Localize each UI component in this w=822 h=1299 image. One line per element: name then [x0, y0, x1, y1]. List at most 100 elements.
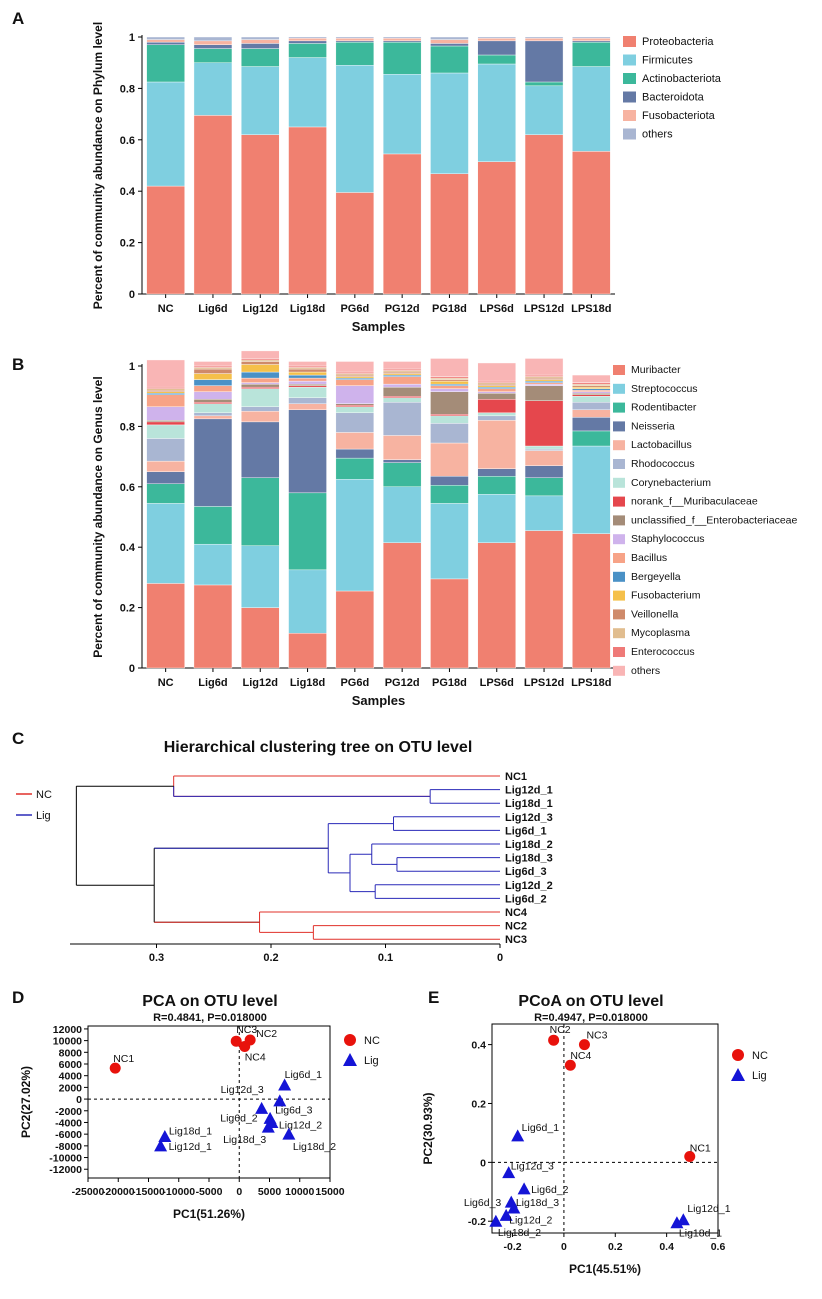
- bar-segment-bacteroidota-lig6d: [193, 44, 233, 49]
- bar-segment-others-pg12d: [382, 361, 422, 370]
- bar-segment-others-pg18d: [430, 358, 469, 377]
- point-lig18d-2: [489, 1214, 503, 1227]
- dendrogram-x-tick-label: 0.1: [378, 952, 393, 964]
- legend-label-corynebacterium: Corynebacterium: [631, 477, 711, 489]
- bar-segment-fusobacteriota-pg6d: [335, 38, 375, 42]
- x-tick-label: -10000: [162, 1186, 195, 1198]
- legend-label-mycoplasma: Mycoplasma: [631, 627, 690, 639]
- x-tick-label: 5000: [258, 1186, 282, 1198]
- point-nc4: [564, 1059, 576, 1071]
- bar-segment-firmicutes-nc: [146, 81, 185, 187]
- legend-label-bacillus: Bacillus: [631, 552, 667, 564]
- bar-segment-others-lps6d: [477, 36, 516, 39]
- bar-segment-bacteroidota-lig12d: [241, 43, 280, 49]
- bar-segment-mycoplasma-pg12d: [382, 370, 422, 373]
- bar-segment-enterococcus-lig6d: [193, 365, 233, 368]
- bar-segment-actinobacteriota-lps12d: [524, 81, 564, 87]
- bar-segment-streptococcus-pg12d: [382, 486, 422, 543]
- bar-segment-bacteroidota-lps12d: [524, 40, 564, 83]
- x-tick-label: LPS6d: [480, 677, 514, 689]
- point-label-lig18d-3: Lig18d_3: [223, 1134, 266, 1146]
- x-tick-label: Lig6d: [198, 303, 227, 315]
- bar-segment-unclassified-f-enterobacteriaceae-nc: [146, 420, 185, 423]
- point-label-nc2: NC2: [550, 1024, 571, 1036]
- bar-segment-fusobacteriota-lps12d: [524, 38, 564, 42]
- bar-segment-unclassified-f-enterobacteriaceae-pg6d: [335, 403, 375, 406]
- bar-segment-firmicutes-lig6d: [193, 62, 233, 116]
- bar-segment-streptococcus-lps18d: [572, 445, 611, 534]
- bar-segment-enterococcus-nc: [146, 386, 185, 389]
- bar-segment-muribacter-lig18d: [288, 633, 327, 669]
- panel-label-a: A: [12, 9, 24, 28]
- y-tick-label: 0.6: [120, 482, 135, 494]
- legend-label-nc: NC: [752, 1050, 768, 1062]
- bar-segment-corynebacterium-lps18d: [572, 396, 611, 403]
- bar-segment-lactobacillus-pg6d: [335, 432, 375, 450]
- x-tick-label: LPS18d: [571, 677, 611, 689]
- bar-segment-rodentibacter-pg18d: [430, 485, 469, 504]
- bar-segment-fusobacteriota-lig18d: [288, 38, 327, 42]
- y-tick-label: -0.2: [468, 1216, 486, 1228]
- bar-segment-bergeyella-pg6d: [335, 377, 375, 380]
- legend-label-rodentibacter: Rodentibacter: [631, 402, 697, 414]
- legend-swatch-proteobacteria: [623, 36, 636, 47]
- bar-segment-staphylococcus-lps18d: [572, 391, 611, 394]
- plot-subtitle: R=0.4947, P=0.018000: [534, 1012, 648, 1024]
- legend-label-proteobacteria: Proteobacteria: [642, 36, 714, 48]
- bar-segment-enterococcus-lig18d: [288, 365, 327, 368]
- bar-segment-neisseria-nc: [146, 471, 185, 484]
- bar-segment-mycoplasma-pg18d: [430, 377, 469, 380]
- bar-segment-fusobacterium-lig6d: [193, 373, 233, 380]
- bar-segment-bergeyella-lig18d: [288, 374, 327, 379]
- point-lig6d-2: [255, 1101, 269, 1114]
- point-lig18d-3: [261, 1120, 275, 1133]
- point-label-lig12d-2: Lig12d_2: [279, 1119, 322, 1131]
- bar-segment-lactobacillus-nc: [146, 460, 185, 472]
- x-tick-label: 0: [561, 1241, 567, 1253]
- bar-segment-fusobacteriota-lps18d: [572, 38, 611, 42]
- y-tick-label: -2000: [55, 1106, 82, 1118]
- point-label-lig18d-2: Lig18d_2: [293, 1141, 336, 1153]
- legend-label-neisseria: Neisseria: [631, 420, 675, 432]
- point-label-lig6d-1: Lig6d_1: [285, 1069, 323, 1081]
- bar-segment-firmicutes-lps6d: [477, 63, 516, 162]
- bar-segment-mycoplasma-lig18d: [288, 367, 327, 370]
- bar-segment-veillonella-lps18d: [572, 385, 611, 388]
- leaf-label-nc4: NC4: [505, 907, 528, 919]
- bar-segment-bergeyella-pg12d: [382, 374, 422, 377]
- bar-segment-mycoplasma-lps12d: [524, 376, 564, 379]
- bar-segment-firmicutes-lps12d: [524, 85, 564, 135]
- legend-swatch-rhodococcus: [613, 459, 625, 469]
- x-tick-label: PG18d: [432, 303, 467, 315]
- legend-label-lig: Lig: [752, 1070, 767, 1082]
- legend-swatch-streptococcus: [613, 383, 625, 394]
- x-tick-label: PG12d: [385, 677, 420, 689]
- x-tick-label: -20000: [102, 1186, 135, 1198]
- bar-segment-actinobacteriota-pg12d: [382, 41, 422, 75]
- bar-segment-others-lps12d: [524, 36, 564, 39]
- y-tick-label: 0: [76, 1094, 82, 1106]
- legend-label-veillonella: Veillonella: [631, 608, 678, 620]
- y-tick-label: 0.8: [120, 83, 135, 95]
- bar-segment-lactobacillus-lig18d: [288, 403, 327, 410]
- bar-segment-neisseria-pg6d: [335, 448, 375, 459]
- bar-segment-others-nc: [146, 36, 185, 40]
- bar-segment-fusobacterium-pg6d: [335, 376, 375, 379]
- bar-segment-bergeyella-lps12d: [524, 380, 564, 383]
- point-nc3: [230, 1035, 242, 1047]
- bar-segment-staphylococcus-lig18d: [288, 380, 327, 385]
- pcoa-scatter-plot: PCoA on OTU level R=0.4947, P=0.018000 -0.…: [421, 993, 768, 1276]
- bar-segment-norank-f-muribaculaceae-lps12d: [524, 400, 564, 447]
- legend-swatch-corynebacterium: [613, 477, 625, 488]
- bar-segment-muribacter-lps6d: [477, 542, 516, 669]
- bar-segment-bacillus-lig6d: [193, 385, 233, 392]
- legend-swatch-others: [613, 665, 625, 676]
- bar-segment-fusobacteriota-pg12d: [382, 38, 422, 42]
- genus-stacked-bar-chart: 0 0.2 0.4 0.6 0.8 1 Percent of community abund…: [91, 350, 798, 708]
- point-label-lig6d-3: Lig6d_3: [464, 1197, 502, 1209]
- x-axis-title: PC1(51.26%): [173, 1207, 245, 1221]
- bar-segment-firmicutes-pg18d: [430, 72, 469, 174]
- bar-segment-rodentibacter-lig12d: [241, 477, 280, 546]
- bar-segment-fusobacteriota-pg18d: [430, 39, 469, 44]
- bar-segment-corynebacterium-pg6d: [335, 406, 375, 414]
